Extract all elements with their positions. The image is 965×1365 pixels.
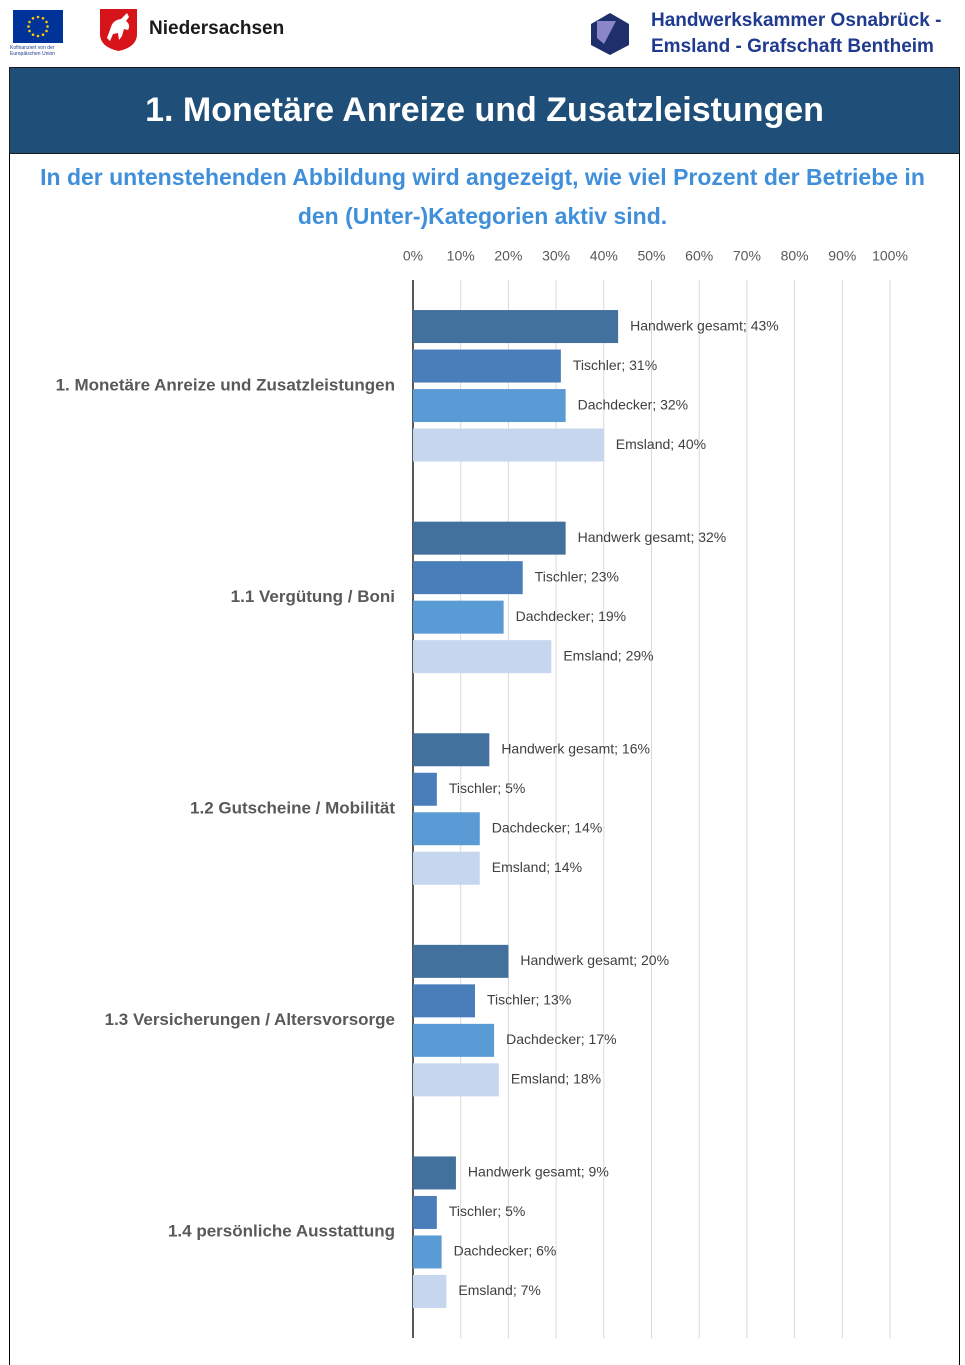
x-tick-label: 40% (590, 248, 618, 264)
bar (413, 1156, 456, 1190)
bar (413, 1023, 495, 1057)
category-label: 1.3 Versicherungen / Altersvorsorge (105, 1010, 395, 1029)
data-label: Emsland; 40% (616, 436, 706, 452)
x-tick-label: 0% (403, 248, 423, 264)
data-label: Emsland; 29% (563, 647, 653, 663)
data-label: Emsland; 7% (458, 1282, 540, 1298)
x-tick-label: 100% (872, 248, 908, 264)
x-tick-label: 20% (494, 248, 522, 264)
data-label: Dachdecker; 6% (454, 1243, 557, 1259)
bar (413, 600, 504, 634)
data-label: Handwerk gesamt; 43% (630, 317, 779, 333)
page-title: 1. Monetäre Anreize und Zusatzleistungen (10, 68, 959, 153)
niedersachsen-logo (100, 9, 137, 51)
data-label: Tischler; 31% (573, 357, 657, 373)
bar (413, 1235, 442, 1269)
data-label: Handwerk gesamt; 16% (501, 740, 650, 756)
x-tick-label: 10% (447, 248, 475, 264)
bar (413, 428, 604, 462)
bar (413, 812, 480, 846)
subtitle: In der untenstehenden Abbildung wird ang… (40, 164, 925, 229)
bar (413, 1063, 499, 1097)
bar (413, 1195, 437, 1229)
bar (413, 944, 509, 978)
chamber-name: Emsland - Grafschaft Bentheim (651, 36, 934, 57)
x-tick-label: 70% (733, 248, 761, 264)
bar (413, 521, 566, 555)
category-label: 1.2 Gutscheine / Mobilität (190, 798, 395, 817)
chamber-name: Handwerkskammer Osnabrück - (651, 10, 942, 31)
bar (413, 772, 437, 806)
bar (413, 389, 566, 423)
data-label: Tischler; 5% (449, 780, 526, 796)
data-label: Emsland; 14% (492, 859, 582, 875)
eu-logo (13, 10, 63, 43)
bar (413, 851, 480, 885)
eu-caption: Kofinanziert von der Europäischen Union (10, 45, 56, 57)
title-frame (9, 67, 960, 154)
x-tick-label: 90% (828, 248, 856, 264)
bar (413, 640, 552, 674)
data-label: Tischler; 13% (487, 992, 571, 1008)
data-label: Dachdecker; 14% (492, 819, 603, 835)
category-label: 1.1 Vergütung / Boni (231, 587, 395, 606)
state-name: Niedersachsen (149, 18, 285, 39)
data-label: Tischler; 23% (535, 568, 619, 584)
data-label: Handwerk gesamt; 9% (468, 1164, 609, 1180)
hwk-logo (591, 13, 629, 55)
bar (413, 310, 619, 344)
data-label: Dachdecker; 32% (578, 396, 689, 412)
bar (413, 561, 523, 595)
bar (413, 733, 490, 767)
data-label: Emsland; 18% (511, 1071, 601, 1087)
x-tick-label: 30% (542, 248, 570, 264)
bar (413, 349, 561, 383)
category-label: 1.4 persönliche Ausstattung (168, 1222, 395, 1241)
x-tick-label: 50% (637, 248, 665, 264)
x-tick-label: 60% (685, 248, 713, 264)
x-tick-label: 80% (781, 248, 809, 264)
data-label: Tischler; 5% (449, 1203, 526, 1219)
data-label: Dachdecker; 17% (506, 1031, 617, 1047)
bar (413, 1274, 447, 1308)
category-label: 1. Monetäre Anreize und Zusatzleistungen (56, 375, 395, 394)
bar (413, 984, 476, 1018)
data-label: Dachdecker; 19% (516, 608, 627, 624)
data-label: Handwerk gesamt; 32% (578, 529, 727, 545)
data-label: Handwerk gesamt; 20% (520, 952, 669, 968)
